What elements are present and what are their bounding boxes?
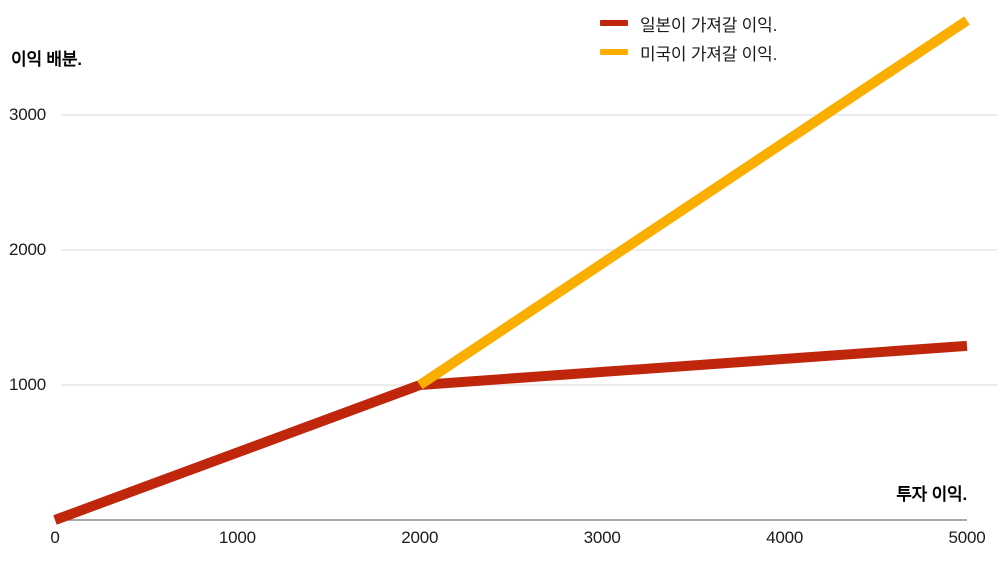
y-axis-tick-labels: 1000 2000 3000: [0, 0, 46, 563]
x-tick-label: 5000: [948, 528, 986, 547]
x-axis-title: 투자 이익.: [896, 485, 967, 504]
y-tick-label: 1000: [8, 375, 46, 394]
y-tick-label: 3000: [8, 105, 46, 124]
y-axis-title: 이익 배분.: [11, 50, 82, 69]
gridlines: [61, 114, 997, 386]
series-lines: [53, 16, 970, 525]
series-line[interactable]: [53, 340, 968, 525]
legend-label: 일본이 가져갈 이익.: [640, 15, 778, 35]
chart-legend: 일본이 가져갈 이익. 미국이 가져갈 이익.: [600, 12, 778, 64]
legend-swatch-icon: [600, 20, 628, 26]
y-tick-label: 2000: [8, 240, 46, 259]
x-tick-label: 3000: [583, 528, 621, 547]
x-axis-tick-labels: 0 1000 2000 3000 4000 5000: [0, 528, 1000, 558]
legend-item-japan[interactable]: 일본이 가져갈 이익.: [600, 12, 778, 35]
x-tick-label: 0: [50, 528, 60, 547]
x-tick-label: 2000: [401, 528, 439, 547]
legend-swatch-icon: [600, 49, 628, 55]
x-tick-label: 1000: [218, 528, 256, 547]
legend-label: 미국이 가져갈 이익.: [640, 44, 778, 64]
x-tick-label: 4000: [766, 528, 804, 547]
legend-item-usa[interactable]: 미국이 가져갈 이익.: [600, 41, 778, 64]
series-line[interactable]: [417, 16, 970, 390]
